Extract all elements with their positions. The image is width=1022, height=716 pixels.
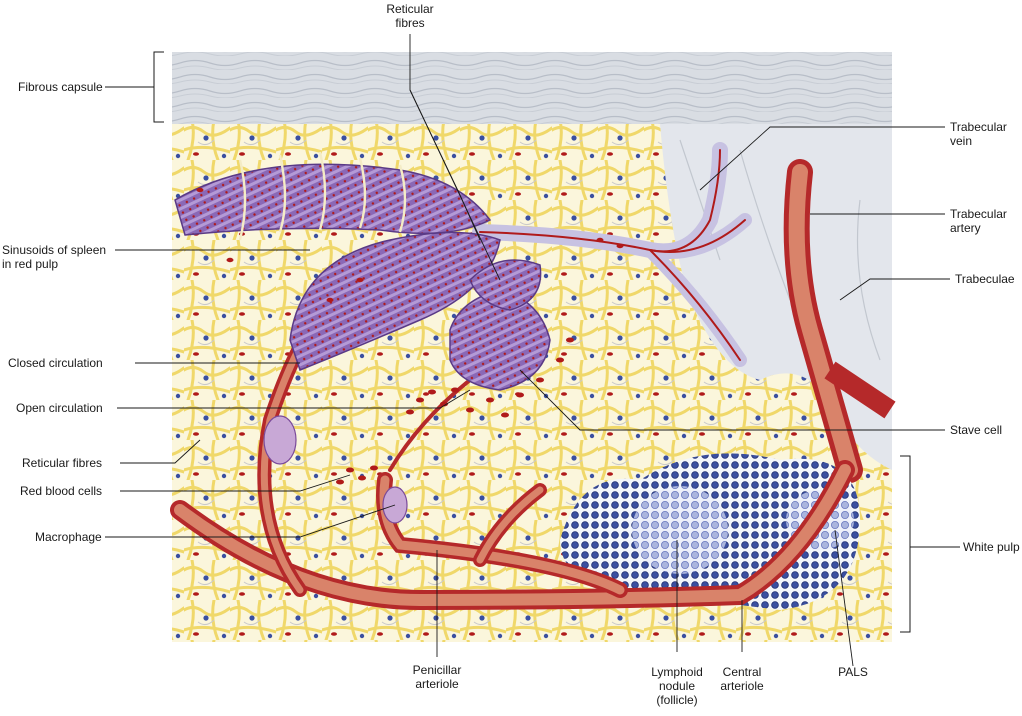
label-central-arteriole: Central arteriole [720, 665, 764, 693]
leader-lines [105, 34, 950, 667]
lymphoid-nodule [632, 486, 728, 574]
sinusoids [174, 163, 551, 391]
label-fibrous-capsule: Fibrous capsule [18, 80, 103, 94]
label-closed-circulation: Closed circulation [8, 356, 103, 370]
label-reticular-fibres-left: Reticular fibres [22, 456, 103, 470]
label-trabeculae: Trabeculae [955, 272, 1015, 286]
label-sinusoids: Sinusoids of spleen in red pulp [2, 243, 107, 271]
label-trabecular-artery: Trabecular artery [950, 207, 1007, 235]
label-open-circulation: Open circulation [16, 401, 103, 415]
label-reticular-fibres-top: Reticular fibres [386, 2, 434, 30]
label-stave-cell: Stave cell [950, 423, 1003, 437]
white-pulp-bracket [900, 455, 911, 633]
trabecular-vein [472, 142, 752, 367]
label-red-blood-cells: Red blood cells [20, 484, 103, 498]
red-blood-cells [196, 187, 624, 485]
label-lymphoid-nodule: Lymphoid nodule (follicle) [651, 665, 703, 707]
capsule-bracket [153, 51, 164, 123]
label-white-pulp: White pulp [963, 540, 1020, 554]
label-penicillar-arteriole: Penicillar arteriole [412, 663, 462, 691]
macrophage-cluster [263, 415, 297, 465]
label-trabecular-vein: Trabecular vein [950, 120, 1007, 148]
reticular-fibre-wraps [238, 151, 407, 241]
label-macrophage: Macrophage [35, 530, 102, 544]
label-pals: PALS [838, 665, 868, 679]
